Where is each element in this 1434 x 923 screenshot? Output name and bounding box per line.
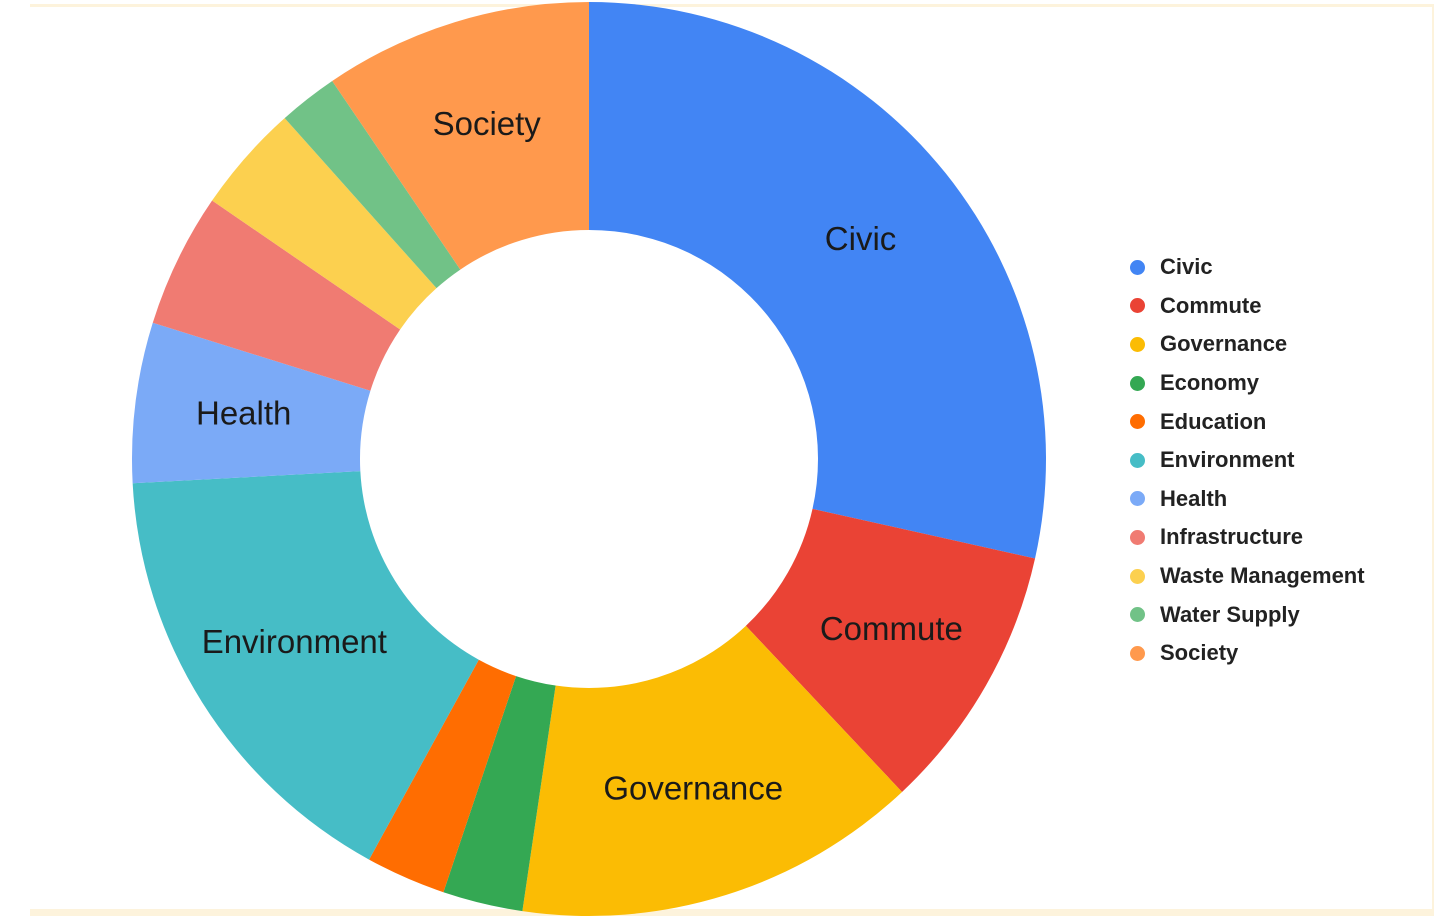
legend-swatch-icon bbox=[1130, 375, 1145, 391]
legend-swatch-icon bbox=[1130, 645, 1145, 661]
legend-label: Education bbox=[1160, 408, 1267, 434]
legend-swatch-icon bbox=[1130, 259, 1145, 275]
slice-infrastructure bbox=[152, 200, 401, 391]
slice-label-governance: Governance bbox=[603, 770, 783, 807]
legend-swatch-icon bbox=[1130, 607, 1145, 623]
legend-label: Environment bbox=[1160, 447, 1295, 473]
legend-swatch-icon bbox=[1130, 529, 1145, 545]
legend-item-education[interactable]: Education bbox=[1130, 402, 1365, 441]
legend-label: Society bbox=[1160, 640, 1239, 666]
legend-item-health[interactable]: Health bbox=[1130, 480, 1365, 519]
legend-label: Commute bbox=[1160, 292, 1262, 318]
legend-item-water-supply[interactable]: Water Supply bbox=[1130, 595, 1365, 634]
legend-item-economy[interactable]: Economy bbox=[1130, 364, 1365, 403]
legend-label: Economy bbox=[1160, 370, 1260, 396]
legend-swatch-icon bbox=[1130, 491, 1145, 507]
legend-swatch-icon bbox=[1130, 452, 1145, 468]
legend-label: Health bbox=[1160, 485, 1228, 511]
legend-swatch-icon bbox=[1130, 414, 1145, 430]
legend-label: Civic bbox=[1160, 254, 1213, 280]
slice-governance bbox=[522, 625, 903, 916]
slice-waste-management bbox=[212, 118, 437, 330]
slice-economy bbox=[443, 676, 556, 912]
legend-swatch-icon bbox=[1130, 298, 1145, 314]
legend-swatch-icon bbox=[1130, 568, 1145, 584]
slice-commute bbox=[745, 508, 1036, 792]
slice-education bbox=[369, 659, 517, 893]
slice-environment bbox=[132, 471, 479, 860]
legend-label: Water Supply bbox=[1160, 601, 1300, 627]
slice-label-health: Health bbox=[196, 394, 291, 431]
slice-label-society: Society bbox=[433, 105, 542, 142]
legend-label: Waste Management bbox=[1160, 563, 1365, 589]
slice-water-supply bbox=[284, 80, 461, 289]
legend-item-governance[interactable]: Governance bbox=[1130, 325, 1365, 364]
legend-item-waste-management[interactable]: Waste Management bbox=[1130, 557, 1365, 596]
legend-label: Infrastructure bbox=[1160, 524, 1304, 550]
legend-item-civic[interactable]: Civic bbox=[1130, 248, 1365, 287]
legend-item-society[interactable]: Society bbox=[1130, 634, 1365, 673]
legend-item-infrastructure[interactable]: Infrastructure bbox=[1130, 518, 1365, 557]
legend-label: Governance bbox=[1160, 331, 1288, 357]
legend-swatch-icon bbox=[1130, 336, 1145, 352]
slice-label-environment: Environment bbox=[202, 623, 387, 660]
slice-civic bbox=[589, 2, 1046, 559]
legend-item-environment[interactable]: Environment bbox=[1130, 441, 1365, 480]
legend-item-commute[interactable]: Commute bbox=[1130, 287, 1365, 326]
slice-label-civic: Civic bbox=[825, 220, 897, 257]
slice-health bbox=[132, 322, 371, 484]
slice-society bbox=[332, 2, 589, 270]
slice-label-commute: Commute bbox=[820, 610, 963, 647]
chart-legend: Civic Commute Governance Economy Education En… bbox=[1130, 248, 1365, 673]
